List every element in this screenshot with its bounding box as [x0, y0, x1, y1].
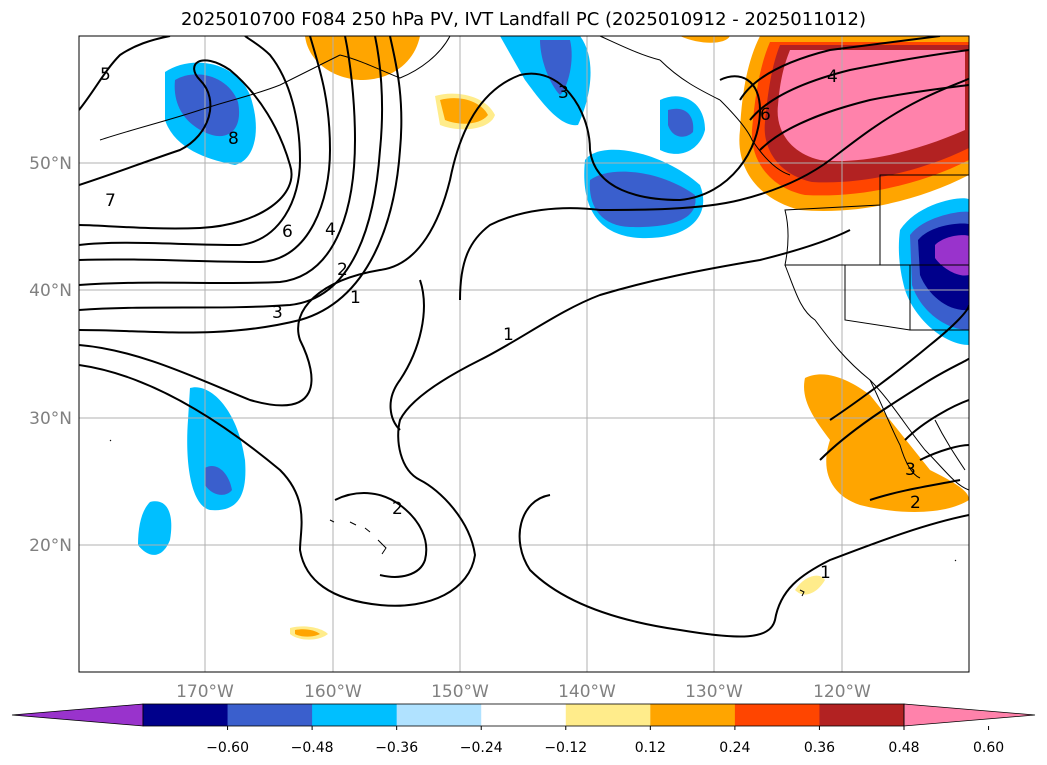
contour-label: 3: [558, 83, 569, 103]
contour-label: 1: [820, 563, 831, 583]
gridlines: [79, 36, 969, 672]
contour-label: 6: [760, 105, 771, 125]
colorbar-tick: 0.60: [973, 740, 1004, 756]
colorbar-extend-max: [903, 703, 1036, 727]
colorbar-tick: −0.48: [291, 740, 334, 756]
contour-label: 6: [282, 222, 293, 242]
contour-label: 4: [827, 67, 838, 87]
colorbar-segment: [312, 704, 398, 726]
colorbar-tick: 0.12: [635, 740, 666, 756]
colorbar-tick: −0.36: [375, 740, 418, 756]
contour-label: 3: [272, 303, 283, 323]
contour-label: 8: [228, 129, 239, 149]
contour-labels: 5 7 6 4 3 2 1 3 6 4 1 2 3 2 1 8: [100, 65, 921, 583]
lon-label: 160°W: [304, 682, 362, 702]
lat-label: 50°N: [29, 154, 72, 174]
colorbar-extend-min: [11, 703, 144, 727]
colorbar-segment: [396, 704, 482, 726]
positive-anomaly-baja: [804, 374, 969, 512]
lat-label: 40°N: [29, 281, 72, 301]
map-title: 2025010700 F084 250 hPa PV, IVT Landfall…: [180, 9, 867, 30]
colorbar-segment: [143, 704, 229, 726]
colorbar-tick: −0.60: [206, 740, 249, 756]
map-frame: [78, 35, 970, 673]
colorbar-segment: [481, 704, 567, 726]
lon-label: 120°W: [813, 682, 871, 702]
latitude-labels: 50°N 40°N 30°N 20°N: [29, 154, 72, 556]
colorbar-segment: [650, 704, 736, 726]
contour-label: 2: [337, 260, 348, 280]
contour-label: 1: [350, 288, 361, 308]
colorbar-tick: −0.24: [460, 740, 503, 756]
lon-label: 150°W: [431, 682, 489, 702]
colorbar: [11, 703, 1036, 730]
contour-label: 5: [100, 65, 111, 85]
colorbar-tick: −0.12: [544, 740, 587, 756]
contour-label: 2: [910, 493, 921, 513]
contour-label: 7: [105, 191, 116, 211]
pv-contours: [79, 36, 969, 638]
colorbar-segment: [734, 704, 820, 726]
colorbar-segment: [565, 704, 651, 726]
lon-label: 170°W: [176, 682, 234, 702]
longitude-labels: 170°W 160°W 150°W 140°W 130°W 120°W: [176, 682, 871, 702]
colorbar-ticks: −0.60 −0.48 −0.36 −0.24 −0.12 0.12 0.24 …: [206, 740, 1004, 756]
contour-label: 1: [503, 325, 514, 345]
contour-label: 3: [905, 460, 916, 480]
lon-label: 140°W: [558, 682, 616, 702]
colorbar-segment: [227, 704, 313, 726]
lon-label: 130°W: [685, 682, 743, 702]
contour-label: 2: [392, 499, 403, 519]
colorbar-tick: 0.36: [804, 740, 835, 756]
lat-label: 20°N: [29, 536, 72, 556]
contour-label: 4: [325, 220, 336, 240]
colorbar-tick: 0.48: [888, 740, 919, 756]
coastlines: [99, 36, 969, 597]
colorbar-tick: 0.24: [719, 740, 750, 756]
colorbar-segment: [819, 704, 905, 726]
colorbar-outline: [142, 703, 905, 727]
shading-layer: [138, 36, 969, 640]
lat-label: 30°N: [29, 409, 72, 429]
